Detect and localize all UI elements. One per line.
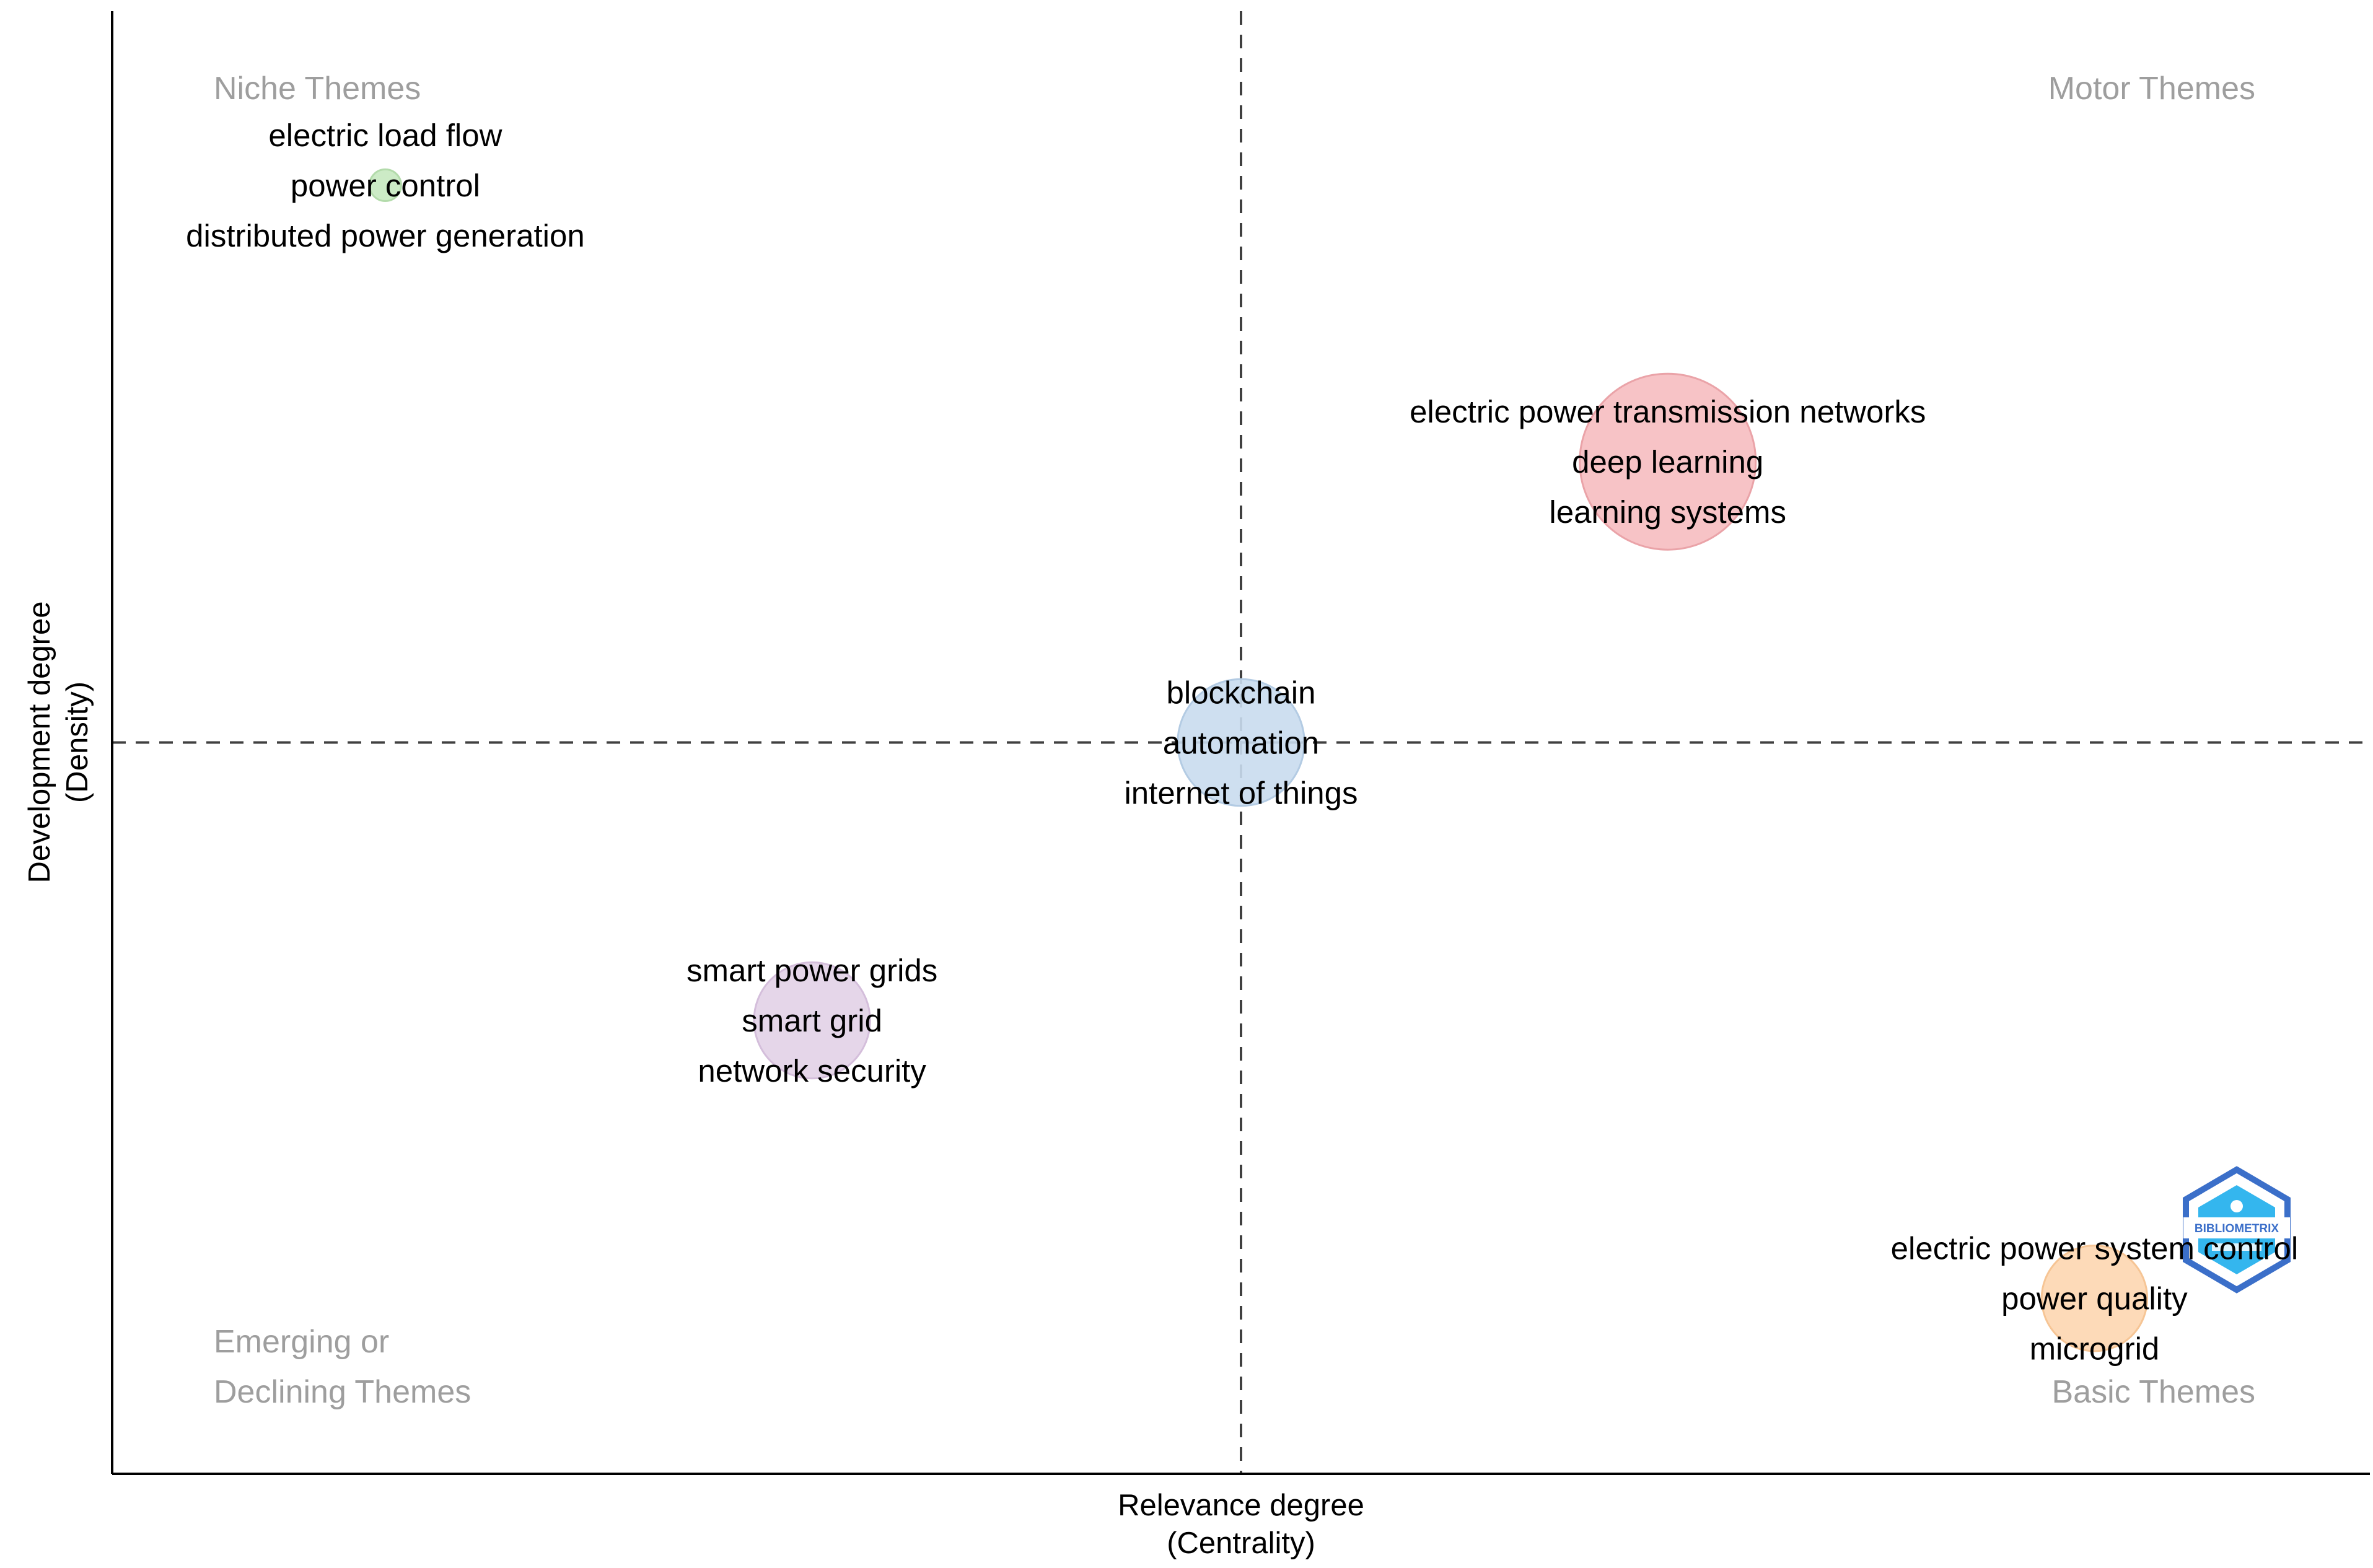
cluster-2-word-label: deep learning — [1572, 444, 1763, 480]
logo-book-icon — [2212, 1243, 2261, 1251]
cluster-bubbles — [368, 168, 2149, 1352]
cluster-bubble-4[interactable] — [753, 961, 871, 1080]
x-axis-title: Relevance degree — [1118, 1489, 1364, 1522]
quadrant-label-basic: Basic Themes — [2051, 1374, 2255, 1410]
cluster-5-word-label: microgrid — [2030, 1331, 2160, 1367]
cluster-4-word-label: smart grid — [742, 1003, 882, 1038]
cluster-2-word-label: learning systems — [1549, 494, 1786, 530]
y-axis-title: Development degree — [23, 602, 56, 883]
cluster-bubble-2[interactable] — [1579, 372, 1757, 551]
cluster-word-labels: electric load flow power control distribut… — [186, 118, 2298, 1367]
cluster-5-word-label: electric power system control — [1891, 1231, 2299, 1266]
cluster-1-word-label: electric load flow — [268, 118, 502, 153]
cluster-1-word-label: power control — [291, 168, 480, 203]
cluster-bubble-3[interactable] — [1177, 678, 1305, 807]
logo-figure-icon — [2230, 1200, 2243, 1212]
cluster-5-word-label: power quality — [2001, 1281, 2188, 1316]
quadrant-label-emerging-line2: Declining Themes — [214, 1374, 471, 1410]
x-axis-subtitle: (Centrality) — [1167, 1526, 1315, 1560]
bibliometrix-logo: BIBLIOMETRIX — [2183, 1166, 2291, 1294]
y-axis-subtitle: (Density) — [61, 681, 94, 803]
cluster-1-word-label: distributed power generation — [186, 218, 585, 253]
quadrant-label-motor: Motor Themes — [2048, 71, 2255, 107]
cluster-3-word-label: blockchain — [1167, 675, 1316, 711]
logo-banner — [2183, 1217, 2290, 1238]
quadrant-label-emerging-line1: Emerging or — [214, 1324, 389, 1360]
logo-hexagon-outer — [2183, 1166, 2291, 1294]
cluster-3-word-label: internet of things — [1124, 776, 1358, 811]
cluster-2-word-label: electric power transmission networks — [1410, 394, 1926, 429]
cluster-3-word-label: automation — [1163, 725, 1319, 761]
cluster-4-word-label: smart power grids — [686, 953, 937, 988]
cluster-bubble-1[interactable] — [368, 168, 402, 203]
cluster-bubble-5[interactable] — [2040, 1244, 2149, 1352]
cluster-4-word-label: network security — [698, 1053, 926, 1088]
quadrant-label-niche: Niche Themes — [214, 71, 421, 107]
logo-text: BIBLIOMETRIX — [2195, 1222, 2279, 1235]
